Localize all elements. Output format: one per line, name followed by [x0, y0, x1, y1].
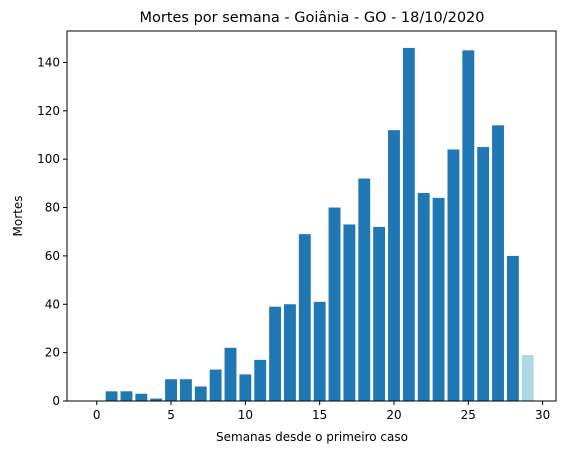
y-tick-label: 60 — [45, 249, 60, 263]
y-tick-label: 140 — [37, 55, 60, 69]
bar-week-2 — [120, 391, 133, 401]
bar-week-5 — [165, 379, 177, 401]
x-tick-label: 30 — [535, 408, 550, 422]
bar-week-4 — [150, 398, 163, 401]
bar-week-21 — [402, 47, 415, 402]
y-ticks-group: 0 20 40 60 80 100 120 140 — [37, 55, 67, 408]
bar-week-28 — [506, 255, 519, 401]
bar-week-25 — [462, 50, 475, 401]
y-tick-label: 20 — [45, 346, 60, 360]
x-tick-label: 5 — [167, 408, 175, 422]
bar-week-10 — [239, 374, 252, 401]
x-ticks-group: 0 5 10 15 20 25 30 — [93, 401, 550, 422]
bar-week-7 — [194, 386, 207, 401]
y-tick-label: 120 — [37, 104, 60, 118]
bar-week-15 — [313, 301, 326, 401]
bar-week-24 — [447, 149, 460, 401]
bar-week-3 — [135, 393, 148, 401]
bar-week-11 — [254, 359, 267, 401]
bar-week-8 — [209, 369, 222, 401]
bar-week-6 — [179, 379, 192, 401]
y-tick-label: 100 — [37, 152, 60, 166]
x-axis-label: Semanas desde o primeiro caso — [216, 430, 408, 444]
y-tick-label: 80 — [45, 201, 60, 215]
x-tick-label: 10 — [238, 408, 253, 422]
bar-week-18 — [358, 178, 371, 401]
bar-week-16 — [328, 207, 341, 401]
bar-week-1 — [105, 391, 118, 401]
bar-week-14 — [298, 234, 311, 401]
bar-week-9 — [224, 347, 237, 401]
bars-group — [105, 47, 534, 402]
x-tick-label: 0 — [93, 408, 101, 422]
x-tick-label: 15 — [312, 408, 327, 422]
bar-week-13 — [284, 304, 296, 401]
bar-week-19 — [373, 226, 386, 401]
bar-week-23 — [432, 197, 445, 401]
x-tick-label: 25 — [461, 408, 476, 422]
y-axis-label: Mortes — [11, 196, 25, 237]
bar-week-12 — [269, 306, 282, 401]
bar-week-27 — [492, 125, 504, 402]
chart-title: Mortes por semana - Goiânia - GO - 18/10… — [139, 10, 484, 26]
bar-week-20 — [388, 130, 400, 401]
bar-week-26 — [477, 147, 490, 401]
bar-week-17 — [343, 224, 356, 401]
bar-week-22 — [417, 193, 430, 401]
y-tick-label: 0 — [52, 394, 60, 408]
bar-week-29 — [521, 355, 534, 401]
plot-frame — [66, 30, 557, 402]
x-tick-label: 20 — [386, 408, 401, 422]
y-tick-label: 40 — [45, 297, 60, 311]
